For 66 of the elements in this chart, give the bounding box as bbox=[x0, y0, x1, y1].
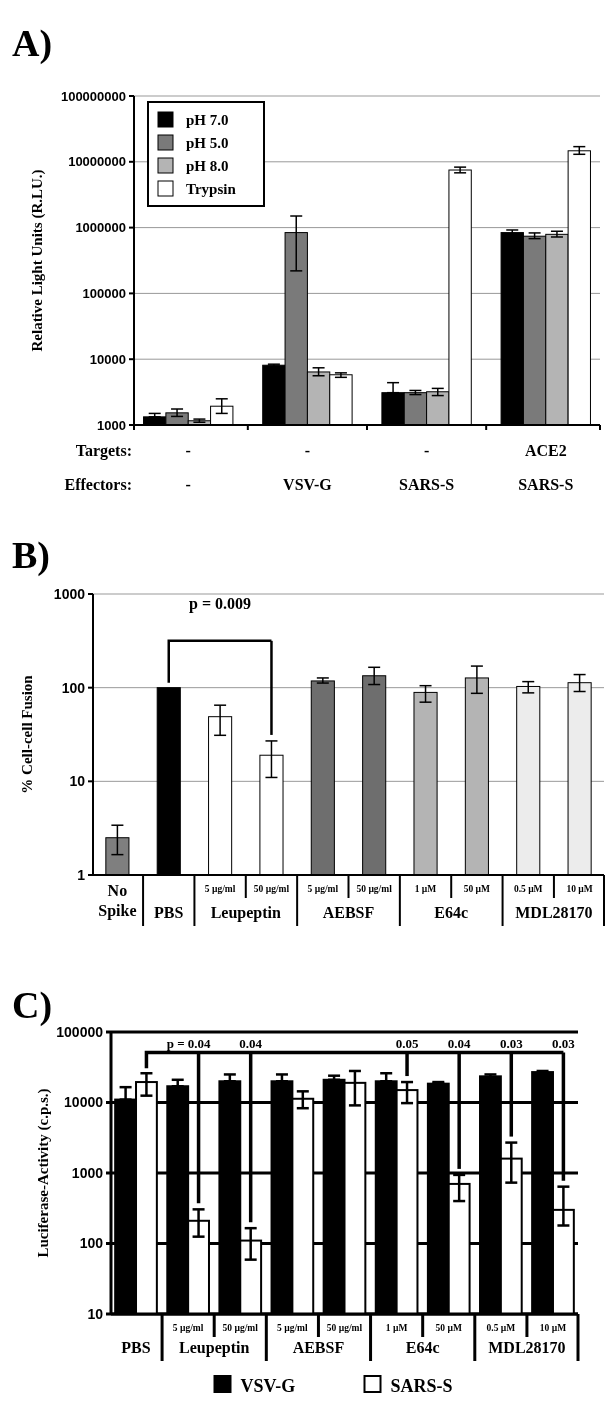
y-axis-title: Luciferase-Activity (c.p.s.) bbox=[35, 1088, 52, 1258]
x-tick-label: 50 µg/ml bbox=[356, 884, 393, 894]
x-tick-label: 50 µg/ml bbox=[326, 1323, 363, 1333]
y-tick-label: 10000 bbox=[64, 1094, 104, 1111]
annotation: 0.03 bbox=[552, 1035, 576, 1051]
text: Leupeptin bbox=[179, 1339, 250, 1357]
y-tick-label: 1000000 bbox=[75, 220, 126, 236]
x-tick-label: 10 µM bbox=[539, 1323, 567, 1333]
y-axis-title: % Cell-cell Fusion bbox=[19, 674, 35, 794]
y-axis-title: Relative Light Units (R.LU.) bbox=[29, 169, 46, 352]
y-tick-label: 100 bbox=[61, 679, 86, 696]
x-tick-label: - VSV-G bbox=[283, 442, 333, 493]
legend-label: Trypsin bbox=[186, 181, 237, 197]
x-tick-label: - - bbox=[185, 442, 191, 493]
x-tick-label: 5 µg/ml bbox=[307, 884, 339, 894]
annotation: p = 0.009 bbox=[189, 594, 252, 613]
y-tick-label: 10 bbox=[87, 1305, 104, 1322]
x-axis-title: Targets: Effectors: bbox=[64, 442, 132, 493]
legend-label: pH 8.0 bbox=[186, 158, 229, 174]
x-tick-label: ACE2 SARS-S bbox=[518, 442, 574, 493]
y-tick-label: 1000 bbox=[97, 417, 126, 433]
y-tick-label: 10000000 bbox=[68, 154, 126, 170]
chart-title: A) bbox=[12, 22, 53, 65]
y-tick-label: 10 bbox=[69, 773, 86, 790]
legend-label: pH 5.0 bbox=[186, 135, 229, 151]
legend-label: pH 7.0 bbox=[186, 112, 229, 128]
x-tick-label: 1 µM bbox=[385, 1323, 408, 1333]
x-tick-label: PBS bbox=[154, 904, 184, 921]
legend-label: VSV-G bbox=[240, 1376, 296, 1396]
x-tick-label: 0.5 µM bbox=[486, 1323, 516, 1333]
text: AEBSF bbox=[322, 904, 375, 921]
x-tick-label: No Spike bbox=[98, 882, 137, 920]
text: Leupeptin bbox=[210, 904, 282, 922]
y-tick-label: 1000 bbox=[71, 1164, 104, 1181]
y-tick-label: 100000000 bbox=[60, 88, 126, 104]
y-tick-label: 100000 bbox=[56, 1023, 104, 1040]
annotation: p = 0.04 bbox=[166, 1035, 212, 1051]
legend-label: SARS-S bbox=[390, 1376, 453, 1396]
text: E64c bbox=[434, 904, 469, 921]
y-tick-label: 10000 bbox=[89, 351, 126, 367]
y-tick-label: 1 bbox=[77, 866, 86, 883]
text: MDL28170 bbox=[488, 1339, 566, 1356]
x-tick-label: 5 µg/ml bbox=[204, 884, 236, 894]
text: MDL28170 bbox=[515, 904, 593, 921]
x-tick-label: 50 µg/ml bbox=[253, 884, 290, 894]
x-tick-label: PBS bbox=[121, 1339, 151, 1356]
x-tick-label: 1 µM bbox=[414, 884, 437, 894]
x-tick-label: 0.5 µM bbox=[513, 884, 543, 894]
text: E64c bbox=[405, 1339, 440, 1356]
chart-title: C) bbox=[12, 984, 53, 1027]
annotation: 0.05 bbox=[395, 1035, 419, 1051]
annotation: 0.04 bbox=[239, 1035, 263, 1051]
text: AEBSF bbox=[292, 1339, 345, 1356]
x-tick-label: 5 µg/ml bbox=[277, 1323, 309, 1333]
annotation: 0.04 bbox=[447, 1035, 472, 1051]
y-tick-label: 100 bbox=[79, 1235, 104, 1252]
y-tick-label: 100000 bbox=[82, 285, 126, 301]
x-tick-label: 50 µg/ml bbox=[222, 1323, 259, 1333]
x-tick-label: 5 µg/ml bbox=[172, 1323, 204, 1333]
x-tick-label: 50 µM bbox=[463, 884, 491, 894]
x-tick-label: - SARS-S bbox=[399, 442, 455, 493]
annotation: 0.03 bbox=[499, 1035, 524, 1051]
y-tick-label: 1000 bbox=[53, 585, 86, 602]
x-tick-label: 50 µM bbox=[435, 1323, 462, 1333]
x-tick-label: 10 µM bbox=[566, 884, 593, 894]
chart-title: B) bbox=[12, 534, 50, 577]
